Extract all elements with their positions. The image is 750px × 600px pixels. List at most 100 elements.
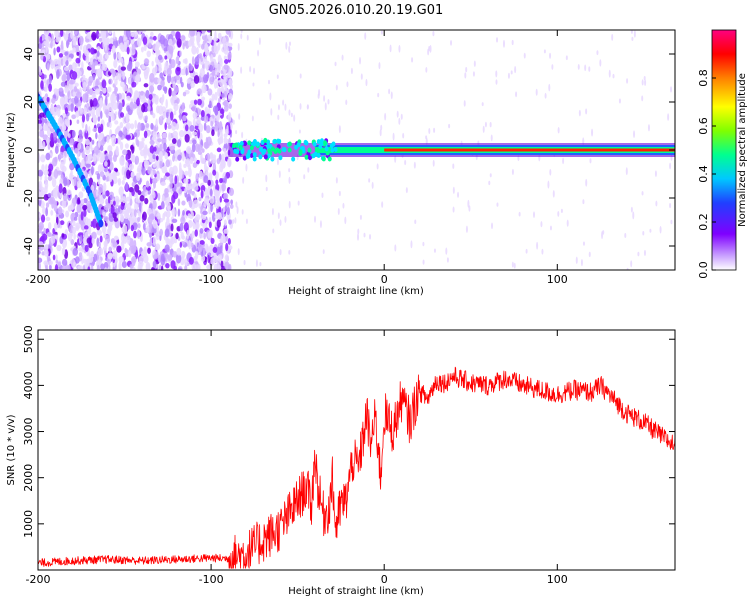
- heatmap-cell: [177, 182, 183, 187]
- heatmap-cell: [48, 264, 52, 270]
- heatmap-cell: [345, 99, 348, 106]
- heatmap-cell: [116, 93, 120, 102]
- carrier-cell: [266, 153, 271, 159]
- carrier-cell: [263, 137, 268, 143]
- heatmap-cell: [174, 175, 178, 185]
- heatmap-cell: [212, 246, 218, 254]
- heatmap-cell: [177, 198, 181, 207]
- heatmap-cell: [226, 201, 230, 208]
- heatmap-cell: [130, 144, 134, 151]
- heatmap-cell: [153, 94, 159, 103]
- heatmap-cell: [164, 55, 168, 60]
- heatmap-cell: [138, 30, 142, 35]
- heatmap-cell: [78, 252, 83, 257]
- heatmap-cell: [166, 67, 172, 76]
- carrier-cell: [307, 147, 312, 153]
- heatmap-cell: [364, 32, 367, 40]
- heatmap-cell: [215, 196, 220, 201]
- heatmap-cell: [166, 216, 170, 226]
- heatmap-cell: [182, 91, 187, 97]
- heatmap-cell: [122, 126, 128, 135]
- heatmap-cell: [48, 75, 52, 84]
- heatmap-cell: [279, 219, 282, 226]
- heatmap-cell: [79, 234, 83, 242]
- heatmap-cell: [115, 72, 119, 81]
- heatmap-cell: [626, 78, 629, 84]
- heatmap-cell: [249, 66, 252, 73]
- heatmap-cell: [214, 121, 220, 130]
- heatmap-cell: [110, 94, 114, 104]
- heatmap-cell: [76, 119, 80, 124]
- colorbar-tick-label: 0.0: [697, 261, 710, 279]
- heatmap-cell: [452, 163, 455, 169]
- heatmap-cell: [178, 167, 183, 177]
- heatmap-cell: [584, 64, 587, 72]
- heatmap-cell: [217, 73, 220, 78]
- heatmap-cell: [39, 129, 45, 138]
- heatmap-cell: [200, 43, 205, 50]
- heatmap-cell: [204, 161, 207, 172]
- heatmap-cell: [284, 215, 287, 223]
- heatmap-cell: [45, 265, 49, 270]
- heatmap-cell: [172, 251, 178, 258]
- heatmap-cell: [335, 177, 338, 184]
- heatmap-cell: [175, 253, 182, 264]
- heatmap-cell: [38, 71, 43, 76]
- heatmap-cell: [208, 160, 211, 166]
- heatmap-cell: [203, 200, 208, 208]
- heatmap-cell: [68, 64, 73, 71]
- heatmap-cell: [359, 56, 362, 65]
- heatmap-cell: [43, 260, 49, 266]
- heatmap-cell: [99, 171, 105, 177]
- heatmap-cell: [164, 122, 167, 131]
- heatmap-cell: [53, 47, 56, 56]
- heatmap-cell: [197, 88, 203, 95]
- heatmap-cell: [551, 64, 554, 70]
- heatmap-cell: [253, 67, 256, 75]
- heatmap-cell: [55, 254, 58, 261]
- heatmap-cell: [179, 241, 183, 248]
- x-tick-label: -200: [26, 273, 51, 286]
- heatmap-cell: [404, 160, 407, 166]
- heatmap-cell: [123, 209, 129, 220]
- heatmap-cell: [142, 211, 147, 221]
- heatmap-cell: [172, 191, 179, 200]
- heatmap-cell: [228, 187, 235, 197]
- heatmap-cell: [135, 172, 141, 182]
- heatmap-cell: [120, 92, 126, 102]
- heatmap-cell: [130, 171, 135, 178]
- heatmap-cell: [103, 216, 109, 222]
- heatmap-cell: [64, 51, 69, 56]
- heatmap-cell: [549, 168, 552, 176]
- heatmap-cell: [196, 30, 202, 33]
- carrier-cell: [272, 139, 277, 145]
- heatmap-cell: [402, 132, 405, 139]
- heatmap-cell: [81, 114, 86, 123]
- heatmap-cell: [82, 264, 86, 270]
- snr-y-axis: 1000 2000 3000 4000 5000: [22, 325, 675, 538]
- heatmap-cell: [198, 53, 203, 59]
- heatmap-cell: [337, 207, 340, 216]
- heatmap-cell: [106, 136, 110, 143]
- carrier-cell: [287, 141, 292, 147]
- heatmap-cell: [214, 74, 218, 80]
- heatmap-cell: [432, 30, 435, 37]
- heatmap-cell: [77, 232, 84, 237]
- heatmap-cell: [394, 155, 397, 163]
- heatmap-cell: [227, 238, 231, 245]
- heatmap-cell: [213, 189, 219, 197]
- x-tick-label: 100: [547, 273, 568, 286]
- heatmap-cell: [169, 111, 174, 121]
- heatmap-cell: [143, 83, 149, 88]
- heatmap-cell: [216, 147, 222, 153]
- heatmap-cell: [96, 50, 100, 57]
- heatmap-cell: [152, 131, 158, 138]
- heatmap-cell: [177, 208, 181, 217]
- heatmap-cell: [40, 116, 45, 126]
- heatmap-cell: [589, 158, 592, 164]
- carrier-cell: [270, 156, 275, 162]
- heatmap-cell: [585, 108, 588, 115]
- heatmap-cell: [195, 222, 200, 230]
- heatmap-cell: [112, 31, 116, 40]
- heatmap-cell: [147, 207, 153, 216]
